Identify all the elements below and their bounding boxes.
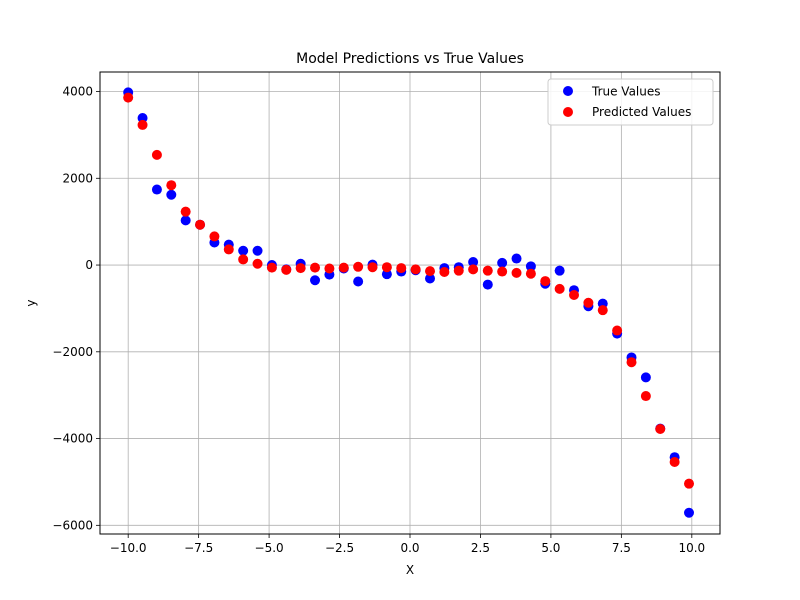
point-true-values — [353, 276, 364, 287]
point-predicted-values — [338, 262, 349, 273]
point-predicted-values — [310, 262, 321, 273]
y-tick-label: 4000 — [62, 85, 93, 99]
x-tick-label: 7.5 — [612, 541, 631, 555]
point-true-values — [180, 215, 191, 226]
point-true-values — [166, 189, 177, 200]
point-true-values — [252, 245, 263, 256]
point-predicted-values — [497, 266, 508, 277]
point-predicted-values — [195, 219, 206, 230]
point-predicted-values — [684, 478, 694, 489]
point-true-values — [425, 273, 436, 284]
chart-title: Model Predictions vs True Values — [296, 51, 524, 67]
point-predicted-values — [612, 325, 623, 336]
point-predicted-values — [295, 263, 306, 274]
point-predicted-values — [597, 305, 608, 316]
point-true-values — [238, 245, 249, 256]
x-tick-label: −7.5 — [184, 541, 213, 555]
point-predicted-values — [324, 263, 335, 274]
x-tick-label: 2.5 — [471, 541, 490, 555]
x-axis-label: X — [406, 563, 414, 577]
point-predicted-values — [511, 267, 522, 278]
point-true-values — [497, 257, 508, 268]
point-predicted-values — [353, 261, 364, 272]
y-axis-label: y — [24, 299, 38, 306]
point-predicted-values — [468, 264, 479, 275]
point-predicted-values — [223, 244, 234, 255]
legend-label-true-values: True Values — [591, 85, 661, 99]
y-tick-label: 0 — [85, 258, 93, 272]
point-predicted-values — [482, 265, 493, 276]
point-true-values — [640, 372, 651, 383]
point-predicted-values — [626, 357, 637, 368]
y-tick-label: −6000 — [52, 518, 93, 532]
x-tick-label: 0.0 — [400, 541, 419, 555]
point-predicted-values — [381, 262, 392, 273]
x-tick-label: −10.0 — [110, 541, 147, 555]
point-predicted-values — [367, 262, 378, 273]
point-predicted-values — [266, 262, 277, 273]
point-true-values — [310, 275, 321, 286]
point-true-values — [468, 257, 479, 268]
legend-marker-true-values — [563, 86, 573, 96]
point-predicted-values — [166, 180, 177, 191]
point-predicted-values — [583, 297, 594, 308]
x-tick-label: −5.0 — [255, 541, 284, 555]
point-true-values — [511, 253, 522, 264]
legend-label-predicted-values: Predicted Values — [592, 105, 691, 119]
point-predicted-values — [252, 258, 263, 269]
axis-ticks: −10.0 −7.5 −5.0 −2.5 0.0 2.5 5.0 7.5 10.0 −6000 −4… — [52, 85, 705, 555]
point-predicted-values — [425, 266, 436, 277]
data-points — [123, 87, 694, 518]
legend: True Values Predicted Values — [547, 78, 714, 126]
x-tick-label: 10.0 — [678, 541, 705, 555]
grid — [100, 72, 720, 534]
point-predicted-values — [123, 92, 134, 103]
point-predicted-values — [137, 119, 148, 130]
point-predicted-values — [151, 149, 162, 160]
legend-box — [547, 78, 714, 126]
point-predicted-values — [453, 265, 464, 276]
legend-marker-predicted-values — [563, 107, 573, 117]
y-tick-label: −4000 — [52, 432, 93, 446]
point-predicted-values — [238, 254, 249, 265]
point-predicted-values — [396, 263, 407, 274]
x-tick-label: 5.0 — [541, 541, 560, 555]
point-predicted-values — [180, 206, 191, 217]
point-predicted-values — [569, 289, 580, 300]
point-predicted-values — [640, 391, 651, 402]
point-predicted-values — [540, 276, 551, 287]
point-true-values — [482, 279, 493, 290]
point-predicted-values — [525, 268, 536, 279]
point-true-values — [137, 112, 148, 123]
point-true-values — [151, 184, 162, 195]
y-tick-label: 2000 — [62, 171, 93, 185]
point-true-values — [554, 265, 565, 276]
point-predicted-values — [281, 264, 292, 275]
x-tick-label: −2.5 — [325, 541, 354, 555]
point-true-values — [684, 507, 694, 518]
point-predicted-values — [209, 231, 220, 242]
point-predicted-values — [554, 283, 565, 294]
y-tick-label: −2000 — [52, 345, 93, 359]
point-predicted-values — [669, 456, 680, 467]
point-predicted-values — [439, 266, 450, 277]
point-true-values — [381, 269, 392, 280]
point-predicted-values — [410, 264, 421, 275]
point-true-values — [525, 261, 536, 272]
point-predicted-values — [655, 424, 666, 435]
